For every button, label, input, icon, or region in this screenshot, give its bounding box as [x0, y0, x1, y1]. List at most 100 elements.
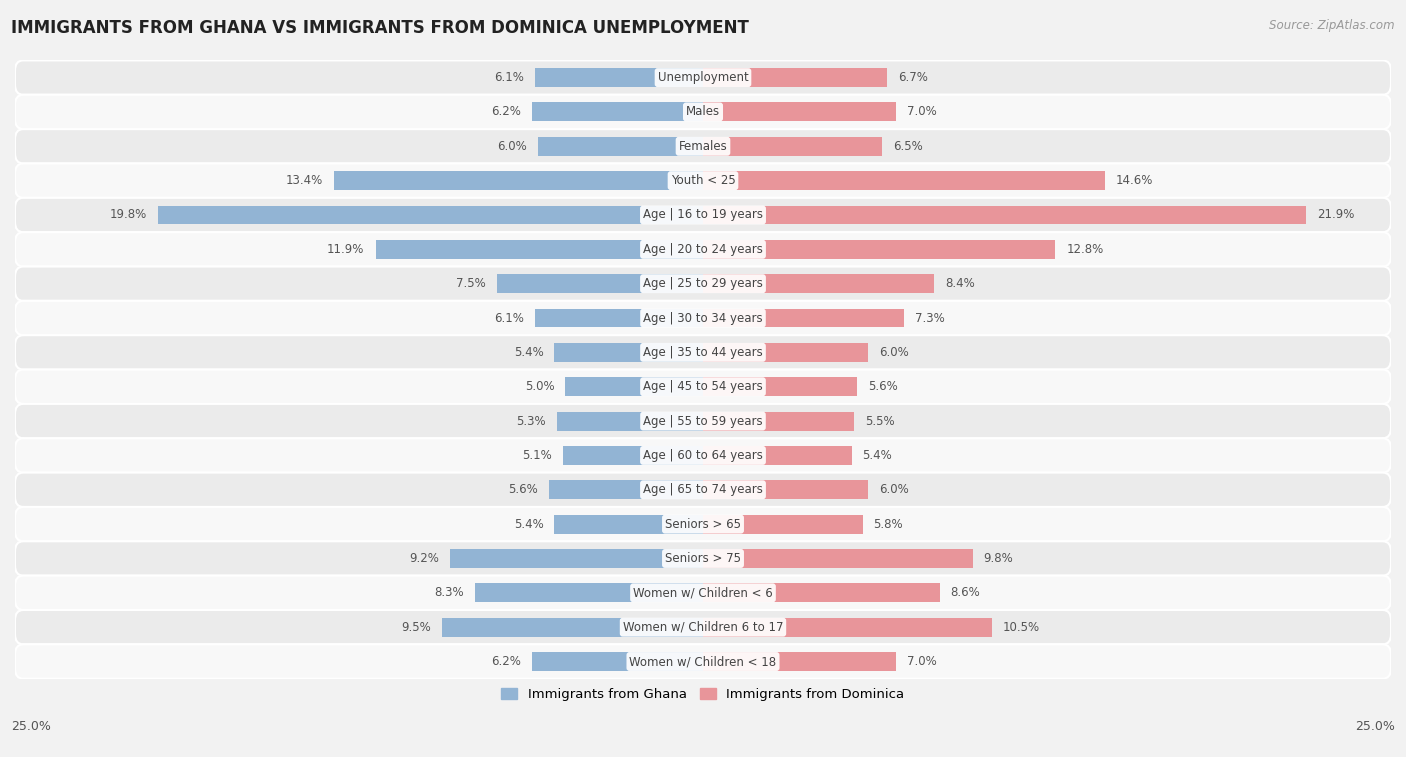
Bar	[557, 412, 703, 431]
Bar	[538, 137, 703, 156]
Text: 12.8%: 12.8%	[1066, 243, 1104, 256]
Bar	[533, 102, 703, 121]
Text: 19.8%: 19.8%	[110, 208, 148, 222]
Text: Age | 60 to 64 years: Age | 60 to 64 years	[643, 449, 763, 462]
Bar	[375, 240, 703, 259]
Text: Seniors > 65: Seniors > 65	[665, 518, 741, 531]
Bar	[703, 309, 904, 328]
FancyBboxPatch shape	[15, 507, 1391, 541]
Bar	[533, 652, 703, 671]
Text: 5.3%: 5.3%	[516, 415, 546, 428]
Bar	[703, 652, 896, 671]
Bar	[703, 68, 887, 87]
Text: 6.2%: 6.2%	[492, 105, 522, 118]
Text: Women w/ Children 6 to 17: Women w/ Children 6 to 17	[623, 621, 783, 634]
Text: Age | 45 to 54 years: Age | 45 to 54 years	[643, 380, 763, 393]
Text: 13.4%: 13.4%	[285, 174, 323, 187]
Text: Males: Males	[686, 105, 720, 118]
Text: 11.9%: 11.9%	[328, 243, 364, 256]
Text: 25.0%: 25.0%	[1355, 720, 1395, 734]
Text: Age | 20 to 24 years: Age | 20 to 24 years	[643, 243, 763, 256]
Text: Seniors > 75: Seniors > 75	[665, 552, 741, 565]
Bar	[703, 412, 855, 431]
Text: 6.0%: 6.0%	[879, 483, 908, 497]
Bar	[703, 102, 896, 121]
Text: Unemployment: Unemployment	[658, 71, 748, 84]
Text: Women w/ Children < 18: Women w/ Children < 18	[630, 655, 776, 668]
Bar	[475, 584, 703, 603]
Text: 8.4%: 8.4%	[945, 277, 974, 290]
Text: 6.1%: 6.1%	[495, 71, 524, 84]
Text: 5.6%: 5.6%	[508, 483, 538, 497]
FancyBboxPatch shape	[15, 438, 1391, 472]
Bar	[703, 377, 858, 396]
Bar	[157, 206, 703, 224]
Bar	[703, 240, 1056, 259]
Text: 9.5%: 9.5%	[401, 621, 430, 634]
Text: Age | 16 to 19 years: Age | 16 to 19 years	[643, 208, 763, 222]
FancyBboxPatch shape	[15, 198, 1391, 232]
Legend: Immigrants from Ghana, Immigrants from Dominica: Immigrants from Ghana, Immigrants from D…	[496, 683, 910, 706]
Bar	[703, 343, 868, 362]
FancyBboxPatch shape	[15, 404, 1391, 438]
Text: 8.6%: 8.6%	[950, 587, 980, 600]
Bar	[554, 343, 703, 362]
FancyBboxPatch shape	[15, 644, 1391, 679]
FancyBboxPatch shape	[15, 129, 1391, 164]
Bar	[450, 549, 703, 568]
Text: 6.5%: 6.5%	[893, 140, 922, 153]
FancyBboxPatch shape	[15, 164, 1391, 198]
Bar	[536, 68, 703, 87]
Text: 5.8%: 5.8%	[873, 518, 903, 531]
Text: 6.2%: 6.2%	[492, 655, 522, 668]
Text: 5.0%: 5.0%	[524, 380, 554, 393]
Bar	[703, 274, 934, 293]
Bar	[703, 481, 868, 499]
Text: Age | 35 to 44 years: Age | 35 to 44 years	[643, 346, 763, 359]
Text: Age | 30 to 34 years: Age | 30 to 34 years	[643, 312, 763, 325]
Text: 6.7%: 6.7%	[898, 71, 928, 84]
Bar	[703, 171, 1105, 190]
Bar	[703, 206, 1306, 224]
Text: Age | 55 to 59 years: Age | 55 to 59 years	[643, 415, 763, 428]
Text: 9.8%: 9.8%	[984, 552, 1014, 565]
Bar	[703, 618, 993, 637]
Bar	[548, 481, 703, 499]
Bar	[703, 515, 863, 534]
Text: 7.5%: 7.5%	[456, 277, 485, 290]
FancyBboxPatch shape	[15, 266, 1391, 301]
Bar	[554, 515, 703, 534]
Text: Source: ZipAtlas.com: Source: ZipAtlas.com	[1270, 19, 1395, 32]
Bar	[703, 549, 973, 568]
Bar	[496, 274, 703, 293]
Text: 21.9%: 21.9%	[1316, 208, 1354, 222]
Text: Youth < 25: Youth < 25	[671, 174, 735, 187]
Text: Age | 65 to 74 years: Age | 65 to 74 years	[643, 483, 763, 497]
Text: 14.6%: 14.6%	[1116, 174, 1153, 187]
FancyBboxPatch shape	[15, 301, 1391, 335]
Text: Females: Females	[679, 140, 727, 153]
FancyBboxPatch shape	[15, 95, 1391, 129]
FancyBboxPatch shape	[15, 61, 1391, 95]
FancyBboxPatch shape	[15, 541, 1391, 575]
Text: 5.4%: 5.4%	[513, 518, 543, 531]
Text: 6.1%: 6.1%	[495, 312, 524, 325]
Bar	[565, 377, 703, 396]
Text: 6.0%: 6.0%	[498, 140, 527, 153]
Text: IMMIGRANTS FROM GHANA VS IMMIGRANTS FROM DOMINICA UNEMPLOYMENT: IMMIGRANTS FROM GHANA VS IMMIGRANTS FROM…	[11, 19, 749, 37]
Text: 8.3%: 8.3%	[434, 587, 464, 600]
FancyBboxPatch shape	[15, 472, 1391, 507]
Bar	[703, 137, 882, 156]
FancyBboxPatch shape	[15, 369, 1391, 404]
Text: 5.6%: 5.6%	[868, 380, 898, 393]
Text: 5.4%: 5.4%	[863, 449, 893, 462]
Text: Women w/ Children < 6: Women w/ Children < 6	[633, 587, 773, 600]
Text: 9.2%: 9.2%	[409, 552, 439, 565]
Text: 7.0%: 7.0%	[907, 105, 936, 118]
FancyBboxPatch shape	[15, 610, 1391, 644]
Text: 5.5%: 5.5%	[865, 415, 896, 428]
FancyBboxPatch shape	[15, 335, 1391, 369]
Bar	[703, 584, 939, 603]
Text: 10.5%: 10.5%	[1002, 621, 1040, 634]
Bar	[441, 618, 703, 637]
